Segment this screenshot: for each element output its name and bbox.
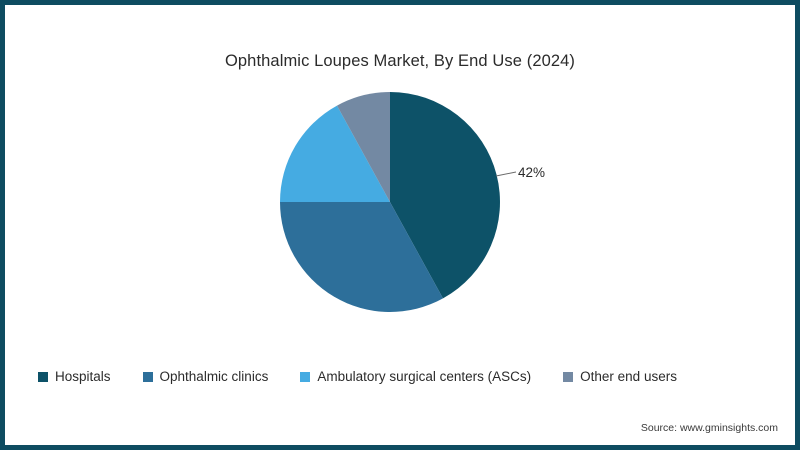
legend-item-ambulatory-surgical-centers[interactable]: Ambulatory surgical centers (ASCs) bbox=[300, 370, 531, 384]
legend-item-other-end-users[interactable]: Other end users bbox=[563, 370, 677, 384]
legend-swatch-icon bbox=[38, 372, 48, 382]
legend-item-ophthalmic-clinics[interactable]: Ophthalmic clinics bbox=[142, 369, 269, 384]
pie-slice[interactable] bbox=[390, 92, 500, 299]
source-attribution: Source: www.gminsights.com bbox=[640, 422, 778, 434]
pie-slice[interactable] bbox=[280, 202, 443, 312]
pie-slice[interactable] bbox=[280, 105, 390, 202]
legend-item-hospitals[interactable]: Hospitals bbox=[38, 370, 111, 384]
legend-swatch-icon bbox=[300, 372, 311, 382]
slice-value-label-hospitals: 42% bbox=[518, 165, 546, 180]
legend-item-label: Other end users bbox=[580, 369, 677, 384]
pie-slice-group bbox=[280, 92, 500, 312]
legend-swatch-icon bbox=[563, 372, 574, 382]
chart-title: Ophthalmic Loupes Market, By End Use (20… bbox=[224, 52, 576, 70]
pie-slice[interactable] bbox=[337, 92, 390, 202]
callout-leader-line bbox=[495, 171, 517, 177]
chart-legend: Hospitals Ophthalmic clinics Ambulatory … bbox=[0, 370, 800, 384]
legend-swatch-icon bbox=[142, 372, 153, 382]
legend-item-label: Ambulatory surgical centers (ASCs) bbox=[317, 369, 532, 384]
legend-item-label: Ophthalmic clinics bbox=[159, 369, 269, 384]
legend-item-label: Hospitals bbox=[55, 369, 111, 384]
